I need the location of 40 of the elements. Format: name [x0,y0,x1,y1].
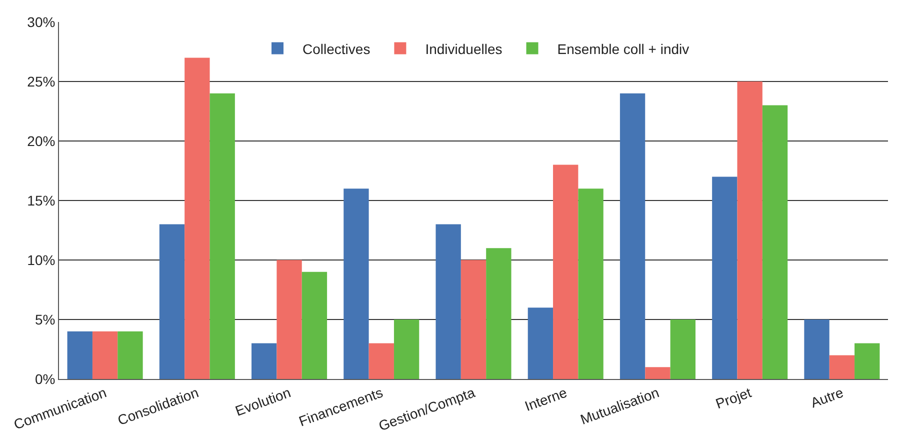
bar [118,331,143,379]
bar [210,93,235,379]
y-tick-label: 30% [27,14,56,30]
bar [737,82,762,379]
legend-label: Collectives [302,40,370,57]
y-tick-label: 10% [27,252,56,268]
bar [302,272,328,379]
bar [344,188,369,379]
y-tick-label: 20% [27,132,56,149]
y-tick-label: 0% [34,370,56,387]
bar [553,164,578,379]
x-tick-label: Interne [522,384,570,414]
bar [486,248,512,379]
bar [276,260,302,379]
bar [712,176,738,379]
bar [670,320,696,379]
bar [159,224,185,379]
bar [460,260,486,379]
bar [620,93,646,379]
bar [436,224,461,379]
bar [368,343,394,379]
bar [252,343,277,379]
bar [394,320,420,379]
bar [528,308,554,379]
legend-label: Individuelles [425,40,502,57]
bar [92,331,118,379]
bar [829,355,855,379]
bar [762,105,788,379]
x-tick-label: Projet [713,384,754,412]
y-tick-label: 5% [34,311,56,328]
y-tick-label: 15% [27,192,56,208]
bar [645,367,670,379]
bar [578,188,604,379]
x-tick-label: Autre [808,384,846,411]
y-tick-label: 25% [27,73,56,90]
bar [184,58,210,379]
legend-label: Ensemble coll + indiv [557,40,690,57]
bar [854,343,880,379]
bar [67,331,92,379]
bar [804,320,830,379]
